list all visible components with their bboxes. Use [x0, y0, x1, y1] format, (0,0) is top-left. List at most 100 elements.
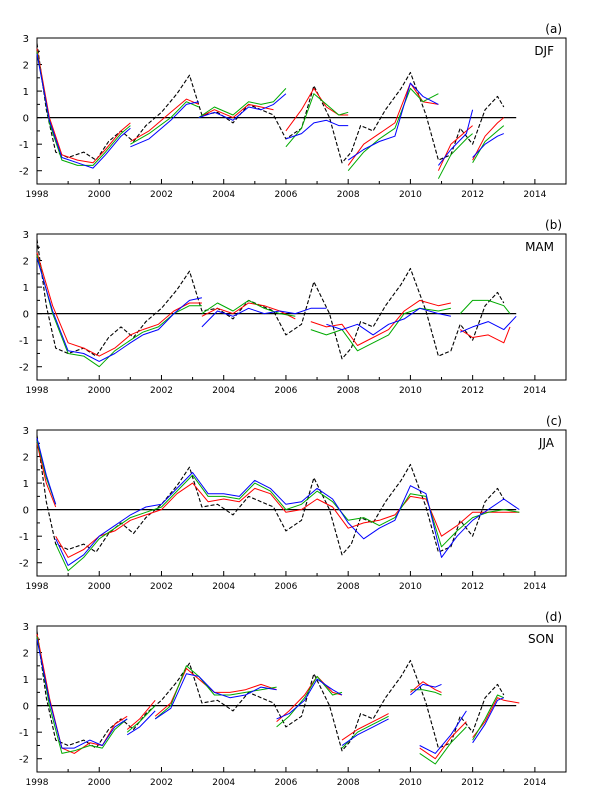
series-line-dashed	[36, 239, 505, 360]
x-tick-label: 2010	[399, 386, 422, 396]
x-tick-label: 2000	[88, 778, 111, 788]
season-label: DJF	[534, 44, 554, 58]
y-tick-label: -1	[19, 532, 29, 543]
series-line-2	[437, 133, 473, 179]
series-line-1	[341, 713, 389, 741]
x-tick-label: 2000	[88, 190, 111, 200]
y-tick-label: 1	[23, 283, 29, 294]
series-line-3	[326, 307, 452, 336]
series-line-2	[55, 474, 520, 572]
series-line-1	[130, 98, 199, 142]
series-line-3	[472, 133, 504, 158]
y-tick-label: 3	[23, 230, 29, 241]
y-tick-label: -1	[19, 728, 29, 739]
series-line-2	[276, 675, 343, 728]
season-label: MAM	[525, 240, 554, 254]
x-tick-label: 2012	[461, 582, 484, 592]
series-line-1	[285, 87, 349, 132]
series-line-2	[201, 299, 296, 317]
series-line-1	[437, 125, 473, 171]
series-line-dashed	[36, 43, 505, 164]
x-tick-label: 2014	[523, 582, 546, 592]
series-line-3	[341, 718, 389, 746]
y-tick-label: 2	[23, 453, 29, 464]
x-tick-label: 2014	[523, 190, 546, 200]
x-tick-label: 2012	[461, 386, 484, 396]
x-tick-label: 2006	[274, 190, 297, 200]
series-line-1	[459, 326, 511, 344]
y-tick-label: -1	[19, 336, 29, 347]
series-line-3	[347, 82, 439, 161]
plot-frame	[36, 233, 567, 381]
y-tick-label: -2	[19, 559, 29, 570]
x-tick-label: 2002	[150, 778, 173, 788]
series-line-1	[36, 48, 131, 164]
series-line-1	[310, 299, 452, 346]
panel-tag: (d)	[545, 610, 562, 624]
series-line-1	[126, 699, 156, 730]
series-line-3	[36, 257, 144, 362]
x-tick-label: 2006	[274, 582, 297, 592]
panel-tag: (c)	[546, 414, 562, 428]
series-line-2	[36, 636, 128, 754]
x-tick-label: 2002	[150, 190, 173, 200]
series-line-2	[198, 88, 287, 119]
series-line-1	[198, 103, 274, 119]
series-line-1	[36, 252, 143, 357]
y-tick-label: 0	[23, 114, 29, 125]
x-tick-label: 2000	[88, 386, 111, 396]
y-tick-label: 1	[23, 479, 29, 490]
x-tick-label: 1998	[26, 778, 49, 788]
series-line-2	[130, 101, 199, 145]
series-line-2	[154, 665, 277, 720]
panel-4: -2 -1 0 1 2 3 1998 2000 2002 2004 2006 2008 2010 2012…	[19, 610, 567, 788]
series-line-1	[276, 675, 343, 722]
y-tick-label: 3	[23, 622, 29, 633]
series-line-1	[419, 721, 467, 760]
x-tick-label: 2012	[461, 190, 484, 200]
series-line-3	[55, 472, 520, 566]
series-line-dashed	[36, 435, 505, 556]
series-line-3	[36, 53, 131, 169]
series-line-1	[347, 82, 439, 166]
x-tick-label: 2010	[399, 190, 422, 200]
series-line-3	[419, 710, 467, 754]
x-tick-label: 2002	[150, 386, 173, 396]
series-line-1	[142, 302, 202, 331]
series-line-3	[36, 639, 128, 749]
series-line-3	[198, 93, 287, 121]
series-line-3	[438, 109, 474, 166]
series-line-3	[142, 297, 203, 336]
plot-frame	[36, 429, 567, 577]
panel-1: -2 -1 0 1 2 3 1998 2000 2002 2004 2006 2008 2010 2012…	[19, 22, 567, 200]
panel-2: -2 -1 0 1 2 3 1998 2000 2002 2004 2006 2008 2010 2012…	[19, 218, 567, 396]
x-tick-label: 2014	[523, 778, 546, 788]
x-tick-label: 1998	[26, 386, 49, 396]
y-tick-label: 3	[23, 426, 29, 437]
series-line-3	[130, 101, 199, 148]
series-line-3	[126, 710, 156, 736]
series-line-2	[310, 307, 452, 352]
y-tick-label: 1	[23, 87, 29, 98]
plot-frame	[36, 37, 567, 185]
plot-frame	[36, 625, 567, 773]
series-line-1	[36, 633, 128, 754]
x-tick-label: 2006	[274, 778, 297, 788]
x-tick-label: 2002	[150, 582, 173, 592]
series-line-3	[472, 697, 504, 744]
series-line-2	[459, 299, 511, 314]
series-line-2	[36, 255, 144, 368]
y-tick-label: 1	[23, 675, 29, 686]
series-line-3	[410, 683, 442, 696]
x-tick-label: 1998	[26, 582, 49, 592]
panel-3: -2 -1 0 1 2 3 1998 2000 2002 2004 2006 2008 2010 2012…	[19, 414, 567, 592]
y-tick-label: 0	[23, 310, 29, 321]
x-tick-label: 2008	[337, 778, 360, 788]
x-tick-label: 1998	[26, 190, 49, 200]
series-line-3	[36, 437, 57, 505]
series-line-2	[347, 87, 439, 172]
y-tick-label: 2	[23, 257, 29, 268]
series-line-1	[36, 443, 57, 508]
